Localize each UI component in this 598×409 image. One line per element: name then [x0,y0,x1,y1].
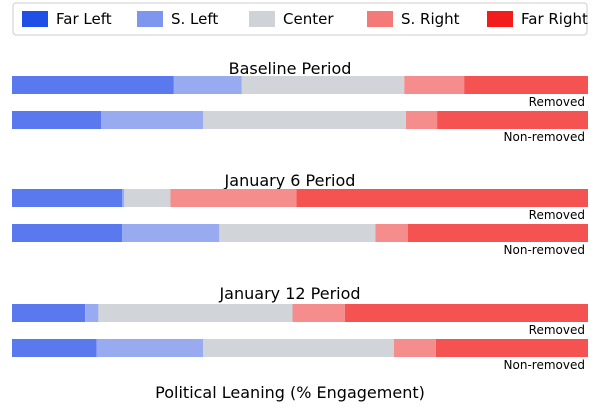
bar-segment-s-left [101,111,204,129]
bar-segment-s-left [122,189,125,207]
legend: Far Left S. Left Center S. Right Far Right [12,2,588,36]
bar-segment-s-right [292,304,345,322]
bar-segment-far-right [407,224,588,242]
legend-label-far-right: Far Right [521,10,588,28]
bar-segment-far-left [12,339,97,357]
legend-label-center: Center [283,10,334,28]
bar-segment-far-right [435,339,588,357]
x-axis-label: Political Leaning (% Engagement) [155,383,425,402]
bar-label-removed: Removed [529,323,585,337]
bar-segment-s-right [170,189,297,207]
group-january-12-period: January 12 Period Removed Non-removed [12,284,588,372]
legend-swatch-s-right [367,11,393,27]
group-title: January 6 Period [224,171,356,190]
bar-segment-center [219,224,376,242]
bar-segment-center [241,76,405,94]
bar-segment-far-right [296,189,588,207]
bar-segment-s-left [173,76,242,94]
bar-segment-s-left [85,304,99,322]
bar-segment-center [203,339,394,357]
legend-label-far-left: Far Left [56,10,112,28]
legend-swatch-s-left [137,11,163,27]
group-baseline-period: Baseline Period Removed Non-removed [12,59,588,144]
bar-segment-s-left [122,224,220,242]
bar-label-non-removed: Non-removed [504,243,585,257]
bar-segment-s-right [404,76,465,94]
bar-label-removed: Removed [529,95,585,109]
bar-label-non-removed: Non-removed [504,130,585,144]
legend-swatch-far-right [487,11,513,27]
bar-segment-far-left [12,76,174,94]
legend-swatch-center [249,11,275,27]
bar-groups: Baseline PeriodRemovedNon-removedJanuary… [12,59,588,372]
bar-segment-s-right [405,111,438,129]
bar-segment-far-right [344,304,588,322]
group-january-6-period: January 6 Period Removed Non-removed [12,171,588,257]
bar-label-non-removed: Non-removed [504,358,585,372]
bar-segment-s-right [393,339,436,357]
bar-segment-center [98,304,293,322]
group-title: January 12 Period [218,284,360,303]
bar-segment-far-left [12,189,123,207]
bar-segment-far-right [464,76,588,94]
legend-swatch-far-left [22,11,48,27]
bar-segment-center [124,189,171,207]
group-title: Baseline Period [229,59,352,78]
bar-segment-far-right [437,111,588,129]
legend-label-s-right: S. Right [401,10,460,28]
bar-segment-far-left [12,111,102,129]
bar-segment-center [203,111,406,129]
bar-label-removed: Removed [529,208,585,222]
bar-segment-far-left [12,224,123,242]
legend-label-s-left: S. Left [171,10,218,28]
bar-segment-s-left [96,339,204,357]
bar-segment-far-left [12,304,86,322]
bar-segment-s-right [375,224,408,242]
